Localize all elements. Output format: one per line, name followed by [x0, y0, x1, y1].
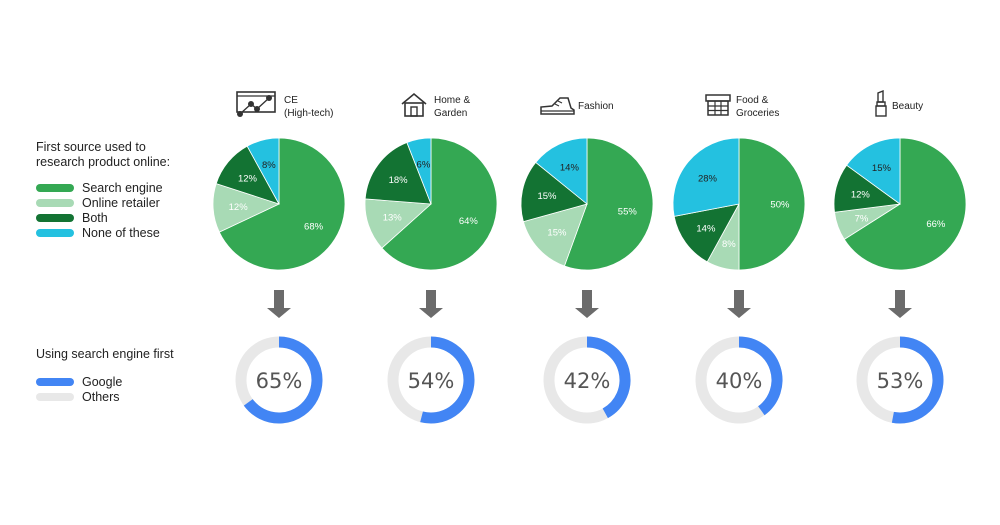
pie-label-3-search-engine: 50% — [770, 200, 790, 211]
pie-slice-1-both — [364, 142, 432, 205]
pie-slice-4-search-engine — [843, 137, 967, 271]
pie-slice-2-none-of-these — [535, 137, 588, 205]
pie-slice-3-search-engine — [738, 137, 806, 271]
legend-row-both: Both — [36, 211, 108, 225]
legend-label-online-retailer: Online retailer — [82, 196, 160, 210]
ring-google-1 — [420, 336, 475, 424]
legend-label-search-engine: Search engine — [82, 181, 163, 195]
down-arrow-icon-4 — [888, 290, 912, 318]
pie-label-1-both: 18% — [389, 175, 409, 186]
pie-label-2-none-of-these: 14% — [560, 163, 580, 174]
pie-label-0-online-retailer: 12% — [229, 202, 249, 213]
legend-row-none-of-these: None of these — [36, 226, 160, 240]
ring-value-4: 53% — [877, 369, 924, 393]
pie-label-0-none-of-these: 8% — [262, 160, 276, 171]
legend-swatch-google — [36, 378, 74, 386]
ring-value-3: 40% — [716, 369, 763, 393]
pie-slice-2-online-retailer — [522, 203, 588, 267]
category-label-beauty: Beauty — [892, 101, 924, 112]
pie-label-1-online-retailer: 13% — [383, 213, 403, 224]
pie-slice-1-search-engine — [381, 137, 498, 271]
legend-google-title: Using search engine first — [36, 347, 174, 361]
pie-slice-3-both — [673, 203, 740, 263]
pie-slice-2-search-engine — [563, 137, 654, 271]
pie-label-4-online-retailer: 7% — [855, 213, 869, 224]
ring-google-3 — [738, 336, 783, 416]
pie-label-1-none-of-these: 6% — [417, 159, 431, 170]
ring-google-0 — [243, 336, 323, 424]
legend-label-both: Both — [82, 211, 108, 225]
legend-swatch-both — [36, 214, 74, 222]
pie-label-2-online-retailer: 15% — [547, 227, 567, 238]
lipstick-icon — [875, 90, 887, 117]
pie-label-4-none-of-these: 15% — [872, 163, 892, 174]
ring-value-2: 42% — [564, 369, 611, 393]
legend-swatch-search-engine — [36, 184, 74, 192]
pie-label-3-online-retailer: 8% — [722, 239, 736, 250]
grocery-basket-icon — [705, 94, 731, 116]
legend-swatch-online-retailer — [36, 199, 74, 207]
ring-google-2 — [586, 336, 631, 419]
ring-google-4 — [891, 336, 944, 424]
pie-slice-0-search-engine — [218, 137, 346, 271]
category-label-ce: CE (High-tech) — [284, 95, 334, 119]
down-arrow-icon-0 — [267, 290, 291, 318]
category-label-fashion: Fashion — [578, 101, 614, 112]
pie-label-3-none-of-these: 28% — [698, 173, 718, 184]
category-label-home-garden: Home & Garden — [434, 95, 471, 119]
down-arrow-icon-2 — [575, 290, 599, 318]
legend-label-none-of-these: None of these — [82, 226, 160, 240]
pie-slice-0-none-of-these — [246, 137, 280, 205]
ce-hightech-icon — [236, 91, 276, 117]
pie-slice-1-none-of-these — [406, 137, 432, 205]
pie-label-2-both: 15% — [537, 191, 557, 202]
pie-label-4-both: 12% — [851, 189, 871, 200]
pie-label-2-search-engine: 55% — [618, 207, 638, 218]
ring-value-1: 54% — [408, 369, 455, 393]
pie-label-0-search-engine: 68% — [304, 221, 324, 232]
shoe-icon — [540, 97, 575, 115]
house-icon — [401, 92, 427, 117]
pie-label-0-both: 12% — [238, 173, 258, 184]
down-arrow-icon-1 — [419, 290, 443, 318]
pie-label-1-search-engine: 64% — [459, 216, 479, 227]
legend-sources-title: First source used to research product on… — [36, 140, 171, 169]
category-label-food: Food & Groceries — [736, 95, 780, 119]
pie-label-3-both: 14% — [696, 224, 716, 235]
legend-label-google: Google — [82, 375, 123, 389]
pie-slice-4-none-of-these — [846, 137, 901, 205]
legend-swatch-none-of-these — [36, 229, 74, 237]
pie-slice-2-both — [520, 161, 588, 223]
down-arrow-icon-3 — [727, 290, 751, 318]
pie-slice-3-none-of-these — [672, 137, 740, 217]
legend-row-others: Others — [36, 390, 120, 404]
legend-label-others: Others — [82, 390, 120, 404]
pie-label-4-search-engine: 66% — [926, 219, 946, 230]
ring-value-0: 65% — [256, 369, 303, 393]
legend-row-search-engine: Search engine — [36, 181, 163, 195]
legend-row-google: Google — [36, 375, 122, 389]
legend-swatch-others — [36, 393, 74, 401]
legend-row-online-retailer: Online retailer — [36, 196, 160, 210]
